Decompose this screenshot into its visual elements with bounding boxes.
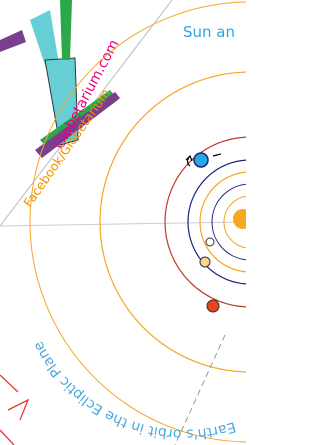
planet bbox=[207, 300, 219, 312]
planet bbox=[200, 257, 210, 267]
page: Globetarium.com Facebook/Globetarium Sun… bbox=[0, 0, 246, 445]
sun-label: Sun an bbox=[183, 23, 235, 41]
planet bbox=[206, 238, 214, 246]
earth bbox=[194, 153, 208, 167]
